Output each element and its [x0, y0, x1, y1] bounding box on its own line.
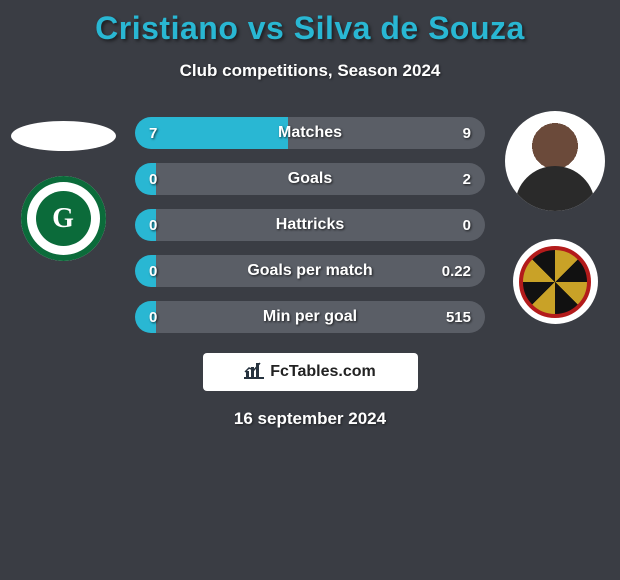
stat-row: 0 515 Min per goal [135, 301, 485, 333]
stat-value-left: 7 [149, 125, 157, 142]
stat-label: Goals [288, 170, 332, 188]
comparison-panel: G 7 9 Matches 0 2 Goals 0 0 Hattricks 0 0.22 Goals … [0, 111, 620, 429]
stat-value-left: 0 [149, 171, 157, 188]
left-club-badge-letter: G [36, 191, 91, 246]
right-club-badge-shield [519, 246, 591, 318]
chart-icon [244, 361, 264, 384]
stats-container: 7 9 Matches 0 2 Goals 0 0 Hattricks 0 0.22 Goals pe… [135, 111, 485, 333]
page-subtitle: Club competitions, Season 2024 [0, 61, 620, 81]
stat-value-left: 0 [149, 309, 157, 326]
right-club-badge [513, 239, 598, 324]
stat-label: Goals per match [247, 262, 372, 280]
right-player-column [500, 111, 610, 324]
stat-value-right: 2 [463, 171, 471, 188]
branding-badge: FcTables.com [203, 353, 418, 391]
left-club-badge: G [21, 176, 106, 261]
stat-label: Min per goal [263, 308, 357, 326]
stat-value-right: 515 [446, 309, 471, 326]
stat-label: Hattricks [276, 216, 344, 234]
right-player-photo [505, 111, 605, 211]
stat-row: 0 2 Goals [135, 163, 485, 195]
stat-value-left: 0 [149, 263, 157, 280]
footer-date: 16 september 2024 [0, 409, 620, 429]
left-player-column: G [8, 111, 118, 261]
stat-label: Matches [278, 124, 342, 142]
branding-text: FcTables.com [270, 363, 376, 381]
stat-value-right: 0 [463, 217, 471, 234]
stat-row: 0 0.22 Goals per match [135, 255, 485, 287]
stat-row: 0 0 Hattricks [135, 209, 485, 241]
stat-fill-left [135, 117, 288, 149]
stat-value-right: 0.22 [442, 263, 471, 280]
stat-row: 7 9 Matches [135, 117, 485, 149]
stat-value-right: 9 [463, 125, 471, 142]
page-title: Cristiano vs Silva de Souza [0, 0, 620, 47]
left-player-silhouette [11, 121, 116, 151]
stat-value-left: 0 [149, 217, 157, 234]
